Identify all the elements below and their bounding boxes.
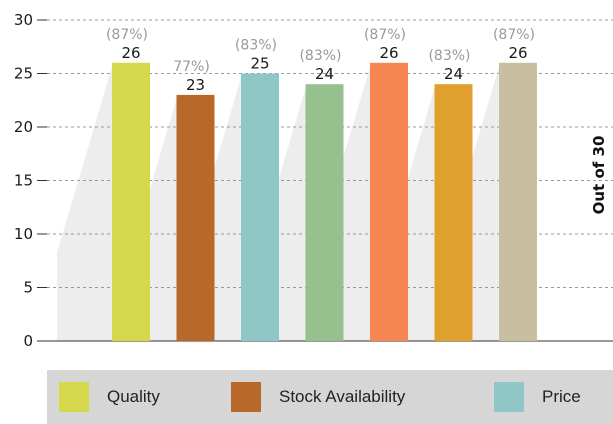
value-label: 26	[121, 44, 140, 62]
legend: Quality Stock Availability Price	[47, 370, 613, 424]
y-tick-label: 30	[14, 11, 33, 29]
percent-label: (83%)	[428, 48, 470, 64]
legend-label-stock-availability: Stock Availability	[279, 387, 406, 406]
legend-swatch-quality	[59, 382, 89, 412]
percent-label: (87%)	[106, 27, 148, 43]
bar	[370, 62, 408, 342]
y-tick-label: 15	[14, 172, 33, 190]
y-tick-label: 0	[23, 332, 33, 350]
bar	[112, 62, 150, 342]
value-label: 24	[444, 65, 463, 83]
percent-label: (87%)	[493, 27, 535, 43]
value-label: 26	[379, 44, 398, 62]
legend-item-stock-availability: Stock Availability	[231, 370, 405, 424]
bar	[305, 84, 344, 341]
legend-label-price: Price	[542, 387, 581, 406]
legend-swatch-stock-availability	[231, 382, 261, 412]
legend-label-quality: Quality	[107, 387, 160, 406]
y-axis: 0 5 10 15 20 25 30	[14, 11, 613, 350]
bar-shadow	[57, 66, 112, 342]
y-axis-title: Out of 30	[590, 136, 608, 215]
y-tick-label: 5	[23, 279, 33, 297]
value-label: 25	[250, 55, 269, 73]
bar	[499, 62, 537, 342]
value-label: 24	[315, 65, 334, 83]
percent-label: (87%)	[364, 27, 406, 43]
value-label: 26	[508, 44, 527, 62]
bar	[176, 94, 215, 342]
bar	[434, 84, 473, 341]
bar	[241, 73, 279, 341]
percent-label: 77%)	[173, 59, 210, 75]
value-label: 23	[186, 76, 205, 94]
legend-item-quality: Quality	[59, 370, 160, 424]
bars	[112, 62, 537, 342]
y-tick-label: 25	[14, 65, 33, 83]
y-tick-label: 20	[14, 118, 33, 136]
y-tick-label: 10	[14, 225, 33, 243]
percent-label: (83%)	[299, 48, 341, 64]
legend-swatch-price	[494, 382, 524, 412]
legend-item-price: Price	[494, 370, 581, 424]
percent-label: (83%)	[235, 38, 277, 54]
